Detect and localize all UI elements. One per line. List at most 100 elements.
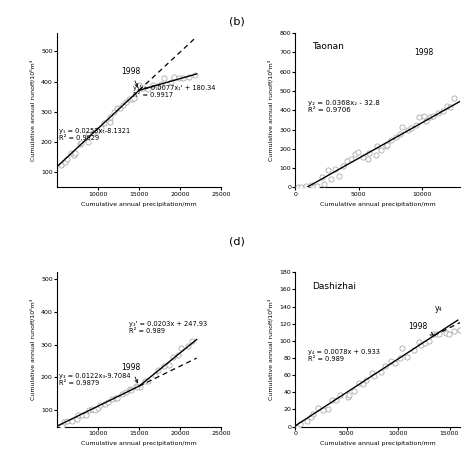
Point xyxy=(377,368,385,376)
Point xyxy=(425,337,433,345)
Point xyxy=(340,162,347,170)
Point xyxy=(392,133,400,141)
Point xyxy=(405,126,412,134)
Point xyxy=(365,149,373,156)
Point xyxy=(179,74,187,82)
Point xyxy=(331,165,338,173)
Point xyxy=(93,127,100,134)
Point xyxy=(161,74,168,82)
Point xyxy=(397,354,404,362)
Point xyxy=(313,182,321,190)
Point xyxy=(362,376,369,384)
Point xyxy=(382,142,390,150)
Point xyxy=(360,154,367,161)
Point xyxy=(122,98,130,105)
Point xyxy=(319,406,327,414)
Text: 1998: 1998 xyxy=(121,363,140,383)
Point xyxy=(309,410,317,418)
Point xyxy=(101,400,109,407)
Point xyxy=(428,112,436,120)
Point xyxy=(139,84,147,91)
Point xyxy=(141,377,148,385)
Point xyxy=(418,341,425,349)
Point xyxy=(100,119,108,127)
Point xyxy=(61,419,68,426)
Point xyxy=(347,155,355,163)
Point xyxy=(359,381,367,388)
Point xyxy=(188,337,196,345)
Point xyxy=(399,344,406,352)
Point xyxy=(157,81,165,88)
Point xyxy=(439,107,447,115)
X-axis label: Cumulative annual precipitation/mm: Cumulative annual precipitation/mm xyxy=(319,441,436,447)
Point xyxy=(178,344,185,351)
Point xyxy=(84,130,92,137)
Point xyxy=(170,73,178,81)
Point xyxy=(109,395,116,402)
Point xyxy=(78,139,85,146)
X-axis label: Cumulative annual precipitation/mm: Cumulative annual precipitation/mm xyxy=(81,441,197,447)
Point xyxy=(387,357,394,365)
Point xyxy=(445,331,453,338)
Point xyxy=(435,109,442,117)
Point xyxy=(426,113,434,120)
Text: 1998: 1998 xyxy=(414,48,433,57)
Point xyxy=(151,371,158,379)
Point xyxy=(324,406,331,413)
Point xyxy=(113,104,121,112)
Point xyxy=(403,353,411,361)
Point xyxy=(76,141,84,148)
Y-axis label: Cumulative annual runoff/10⁶m³: Cumulative annual runoff/10⁶m³ xyxy=(268,60,274,161)
Point xyxy=(307,182,315,189)
Point xyxy=(184,342,192,349)
Point xyxy=(149,81,157,89)
Point xyxy=(346,392,353,399)
Point xyxy=(355,148,362,155)
Point xyxy=(73,415,81,422)
Point xyxy=(450,94,458,101)
Text: y₃' = 0.0203x + 247.93
R² = 0.989: y₃' = 0.0203x + 247.93 R² = 0.989 xyxy=(129,321,207,334)
Point xyxy=(118,390,125,398)
Text: y₂ = 0.0368x₂ - 32.8
R² = 0.9706: y₂ = 0.0368x₂ - 32.8 R² = 0.9706 xyxy=(309,100,380,113)
Point xyxy=(429,331,437,338)
Point xyxy=(420,112,428,119)
Point xyxy=(130,94,137,102)
Point xyxy=(126,385,134,392)
Point xyxy=(144,378,152,385)
Point xyxy=(170,354,177,361)
Y-axis label: Cumulative annual runoff/10⁶m³: Cumulative annual runoff/10⁶m³ xyxy=(30,60,36,161)
Point xyxy=(64,418,71,425)
Y-axis label: Cumulative annual runoff/10⁶m³: Cumulative annual runoff/10⁶m³ xyxy=(268,299,274,400)
Point xyxy=(119,101,127,109)
Point xyxy=(78,411,86,419)
Point xyxy=(374,143,381,150)
Point xyxy=(297,183,304,191)
Point xyxy=(137,84,145,91)
Point xyxy=(61,158,69,165)
Point xyxy=(68,417,75,425)
Point xyxy=(89,129,96,137)
X-axis label: Cumulative annual precipitation/mm: Cumulative annual precipitation/mm xyxy=(81,202,197,207)
Point xyxy=(307,414,314,421)
Point xyxy=(71,149,79,157)
Point xyxy=(97,125,104,132)
Point xyxy=(446,103,454,110)
Point xyxy=(381,362,389,370)
Point xyxy=(294,424,302,431)
Point xyxy=(113,394,121,402)
Point xyxy=(421,339,429,346)
Point xyxy=(432,330,439,338)
Point xyxy=(391,359,398,367)
Point xyxy=(436,330,443,337)
Point xyxy=(327,175,335,182)
Point xyxy=(324,166,331,174)
Text: 1998: 1998 xyxy=(121,67,140,87)
Point xyxy=(368,369,376,377)
Point xyxy=(145,85,152,92)
Point xyxy=(344,393,352,401)
Text: y₁ = 0.0253x₁-8.1321
R² = 0.9929: y₁ = 0.0253x₁-8.1321 R² = 0.9929 xyxy=(58,128,130,141)
Point xyxy=(442,329,449,337)
Point xyxy=(154,82,162,89)
Point xyxy=(132,382,140,390)
Point xyxy=(106,113,113,121)
